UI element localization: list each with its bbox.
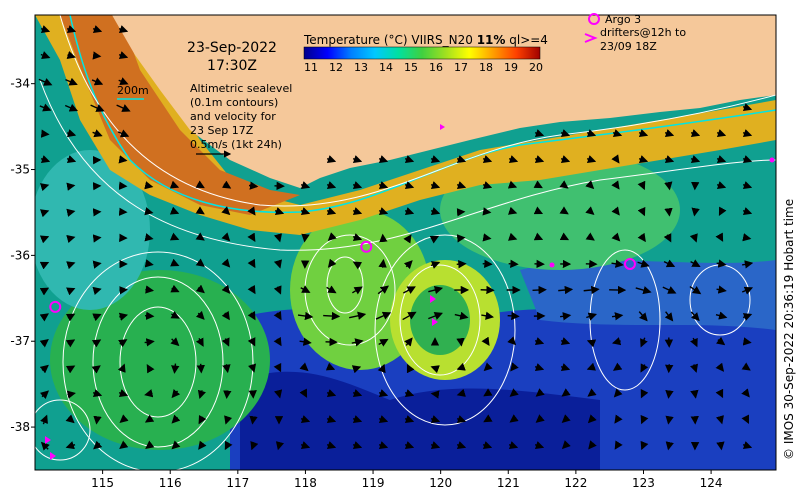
colorbar-title: Temperature (°C) VIIRS_N20 11% ql>=4 [303,33,548,47]
y-tick-label: -36 [10,248,30,262]
y-tick-label: -38 [10,420,30,434]
drifter-legend-line-1: drifters@12h to [600,26,686,39]
velocity-arrow [483,264,492,265]
velocity-arrow [461,339,462,345]
velocity-arrow [305,235,306,241]
colorbar-tick-label: 13 [354,61,368,74]
velocity-arrow [508,316,519,317]
velocity-arrow [669,364,670,372]
colorbar-tick-label: 15 [404,61,418,74]
x-tick-label: 115 [91,476,114,490]
colorbar-tick-label: 14 [379,61,393,74]
drifter-legend-line-2: 23/09 18Z [600,40,657,53]
colorbar-tick-label: 17 [454,61,468,74]
velocity-arrow [94,238,100,239]
legend-line-2: (0.1m contours) [190,96,278,109]
velocity-arrow [201,364,202,372]
colorbar-tick-label: 19 [504,61,518,74]
velocity-arrow [253,417,254,423]
velocity-arrow [119,290,126,291]
x-axis-ticks: 115 116 117 118 119 120 121 122 123 124 [91,470,722,490]
velocity-arrow [145,316,153,317]
time-label: 17:30Z [207,58,257,74]
x-tick-label: 116 [159,476,182,490]
y-axis-ticks: -34 -35 -36 -37 -38 [10,77,35,434]
velocity-arrow [253,391,254,398]
contour-200m-label: 200m [117,84,149,97]
x-tick-label: 121 [497,476,520,490]
velocity-arrow [94,212,100,213]
velocity-arrow [481,290,494,291]
y-tick-label: -34 [10,77,30,91]
x-tick-label: 119 [362,476,385,490]
credit-label: © IMOS 30-Sep-2022 20:36:19 Hobart time [782,199,796,460]
velocity-arrow [458,238,464,239]
x-tick-label: 123 [632,476,655,490]
colorbar-tick-label: 12 [329,61,343,74]
x-tick-label: 124 [700,476,723,490]
velocity-arrow [97,417,98,423]
velocity-arrow [669,391,670,398]
legend-line-1: Altimetric sealevel [190,82,292,95]
velocity-arrow [94,56,100,57]
velocity-arrow [509,264,518,265]
legend-line-5: 0.5m/s (1kt 24h) [190,138,282,151]
velocity-arrow [227,390,228,397]
x-tick-label: 122 [564,476,587,490]
velocity-arrow [432,394,438,395]
velocity-arrow [383,235,384,241]
date-label: 23-Sep-2022 [187,40,277,56]
legend-line-4: 23 Sep 17Z [190,124,254,137]
velocity-arrow [457,264,466,265]
velocity-arrow [533,290,546,291]
colorbar-tick-label: 16 [429,61,443,74]
blue-water-east [520,260,776,330]
velocity-arrow [323,316,339,317]
velocity-arrow [175,364,176,373]
y-tick-label: -35 [10,163,30,177]
velocity-arrow [669,209,670,215]
colorbar [304,47,540,59]
legend-line-3: and velocity for [190,110,276,123]
argo-legend-label: Argo 3 [605,13,641,26]
y-tick-label: -37 [10,334,30,348]
velocity-arrow [721,443,722,449]
x-tick-label: 117 [226,476,249,490]
colorbar-tick-label: 18 [479,61,493,74]
colorbar-tick-label: 20 [529,61,543,74]
colorbar-tick-label: 11 [304,61,318,74]
x-tick-label: 118 [294,476,317,490]
velocity-arrow [383,260,384,267]
velocity-arrow [42,134,49,135]
x-tick-label: 120 [429,476,452,490]
velocity-arrow [484,212,490,213]
